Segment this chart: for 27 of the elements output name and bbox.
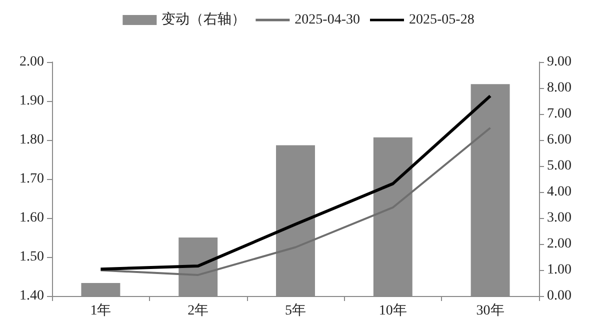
y2-tick-label: 9.00 <box>547 54 572 70</box>
line-series <box>99 94 492 271</box>
x-tick-label: 5年 <box>285 302 306 318</box>
x-tick-label: 1年 <box>90 302 112 318</box>
line-series <box>100 126 492 276</box>
y-tick-label: 1.90 <box>20 94 44 108</box>
x-tick-label: 2年 <box>188 302 209 318</box>
y2-tick-label: 2.00 <box>547 236 572 252</box>
y2-tick-label: 4.00 <box>547 184 572 200</box>
y2-tick-label: 7.00 <box>547 106 572 122</box>
legend-label: 2025-05-28 <box>409 12 474 28</box>
y-tick-label: 2.00 <box>20 54 44 70</box>
legend-label: 变动（右轴） <box>162 12 246 28</box>
y2-tick-label: 8.00 <box>547 80 572 96</box>
y-tick-label: 1.70 <box>20 172 44 186</box>
x-tick-label: 30年 <box>476 302 504 318</box>
y2-tick-label: 0.00 <box>547 288 572 304</box>
x-tick-label: 10年 <box>378 302 407 318</box>
y2-tick-label: 1.00 <box>547 262 572 278</box>
y2-tick-label: 3.00 <box>547 210 572 226</box>
y-tick-label: 1.80 <box>20 132 44 148</box>
y-tick-label: 1.50 <box>20 250 44 264</box>
y2-tick-label: 6.00 <box>547 132 572 148</box>
y2-tick-label: 5.00 <box>547 158 572 174</box>
legend-label: 2025-04-30 <box>294 12 360 28</box>
y-tick-label: 1.60 <box>20 210 44 226</box>
y-tick-label: 1.40 <box>20 288 44 304</box>
